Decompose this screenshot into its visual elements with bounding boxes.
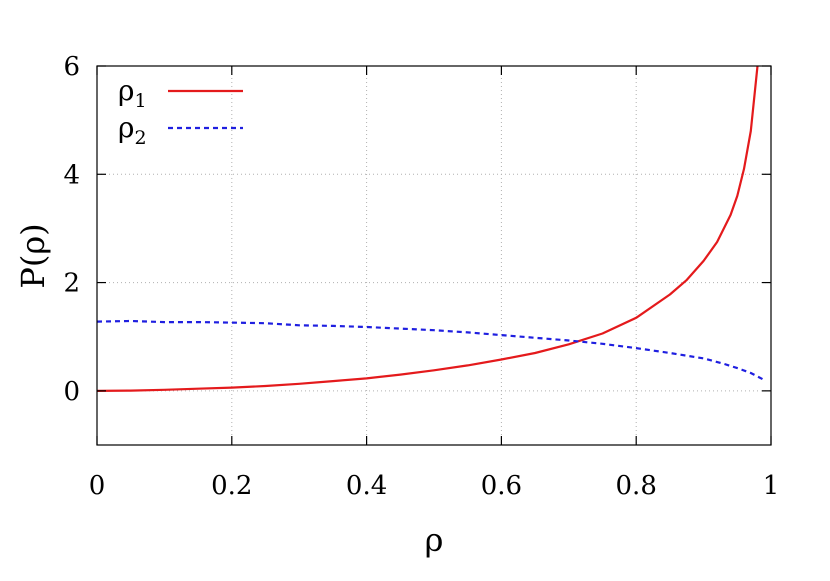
y-axis-label: P(ρ)	[14, 223, 52, 288]
grid	[97, 66, 771, 445]
y-tick-labels: 0 2 4 6	[63, 52, 80, 407]
y-tick-label: 6	[63, 52, 80, 82]
y-tick-label: 2	[63, 269, 80, 299]
x-tick-label: 0	[89, 471, 106, 501]
series-layer	[96, 65, 765, 392]
series-line-1	[96, 65, 759, 392]
x-tick-label: 1	[763, 471, 780, 501]
y-tick-label: 0	[63, 377, 80, 407]
x-tick-label: 0.6	[481, 471, 522, 501]
plot-frame	[96, 65, 772, 446]
x-tick-label: 0.2	[211, 471, 252, 501]
x-tick-label: 0.4	[346, 471, 387, 501]
series-line-2	[96, 319, 765, 381]
x-tick-labels: 0 0.2 0.4 0.6 0.8 1	[89, 471, 780, 501]
legend-label-2: ρ2	[118, 111, 147, 149]
x-tick-label: 0.8	[616, 471, 657, 501]
x-axis-label: ρ	[425, 521, 444, 559]
y-tick-label: 4	[63, 160, 80, 190]
ticks	[96, 65, 772, 445]
legend-label-1: ρ1	[118, 74, 147, 112]
